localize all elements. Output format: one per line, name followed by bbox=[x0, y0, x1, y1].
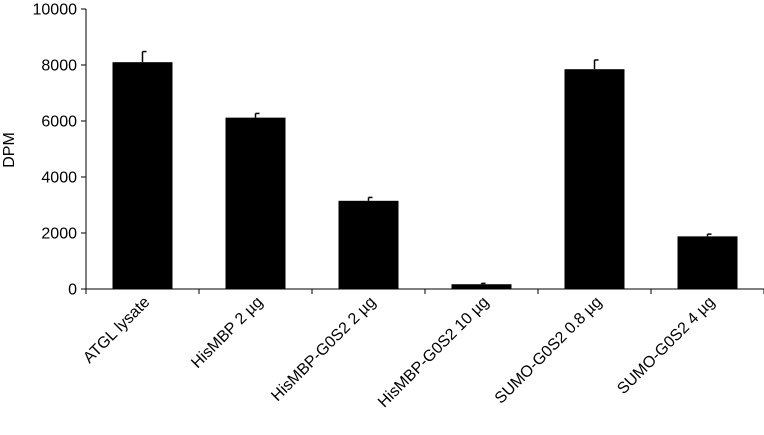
bar bbox=[677, 236, 738, 289]
y-tick-label: 0 bbox=[68, 282, 77, 299]
bars bbox=[112, 50, 738, 290]
x-tick-label: HisMBP-G0S2 2 µg bbox=[268, 294, 379, 405]
y-tick-label: 2000 bbox=[41, 226, 77, 243]
axes bbox=[85, 9, 764, 290]
x-tick-label: SUMO-G0S2 0.8 µg bbox=[492, 294, 605, 407]
y-axis-label: DPM bbox=[1, 132, 18, 168]
bar bbox=[338, 200, 399, 289]
bar bbox=[225, 117, 286, 289]
bar bbox=[112, 62, 173, 290]
bar bbox=[451, 284, 512, 289]
y-tick-label: 4000 bbox=[41, 170, 77, 187]
x-tick-label: SUMO-G0S2 4 µg bbox=[614, 294, 718, 398]
x-tick-label: ATGL lysate bbox=[80, 294, 153, 367]
bar bbox=[564, 69, 625, 289]
y-tick-label: 8000 bbox=[41, 58, 77, 75]
y-tick-label: 10000 bbox=[33, 2, 78, 19]
x-tick-label: HisMBP-G0S2 10 µg bbox=[375, 294, 492, 411]
x-tick-label: HisMBP 2 µg bbox=[188, 294, 266, 372]
y-tick-label: 6000 bbox=[41, 114, 77, 131]
